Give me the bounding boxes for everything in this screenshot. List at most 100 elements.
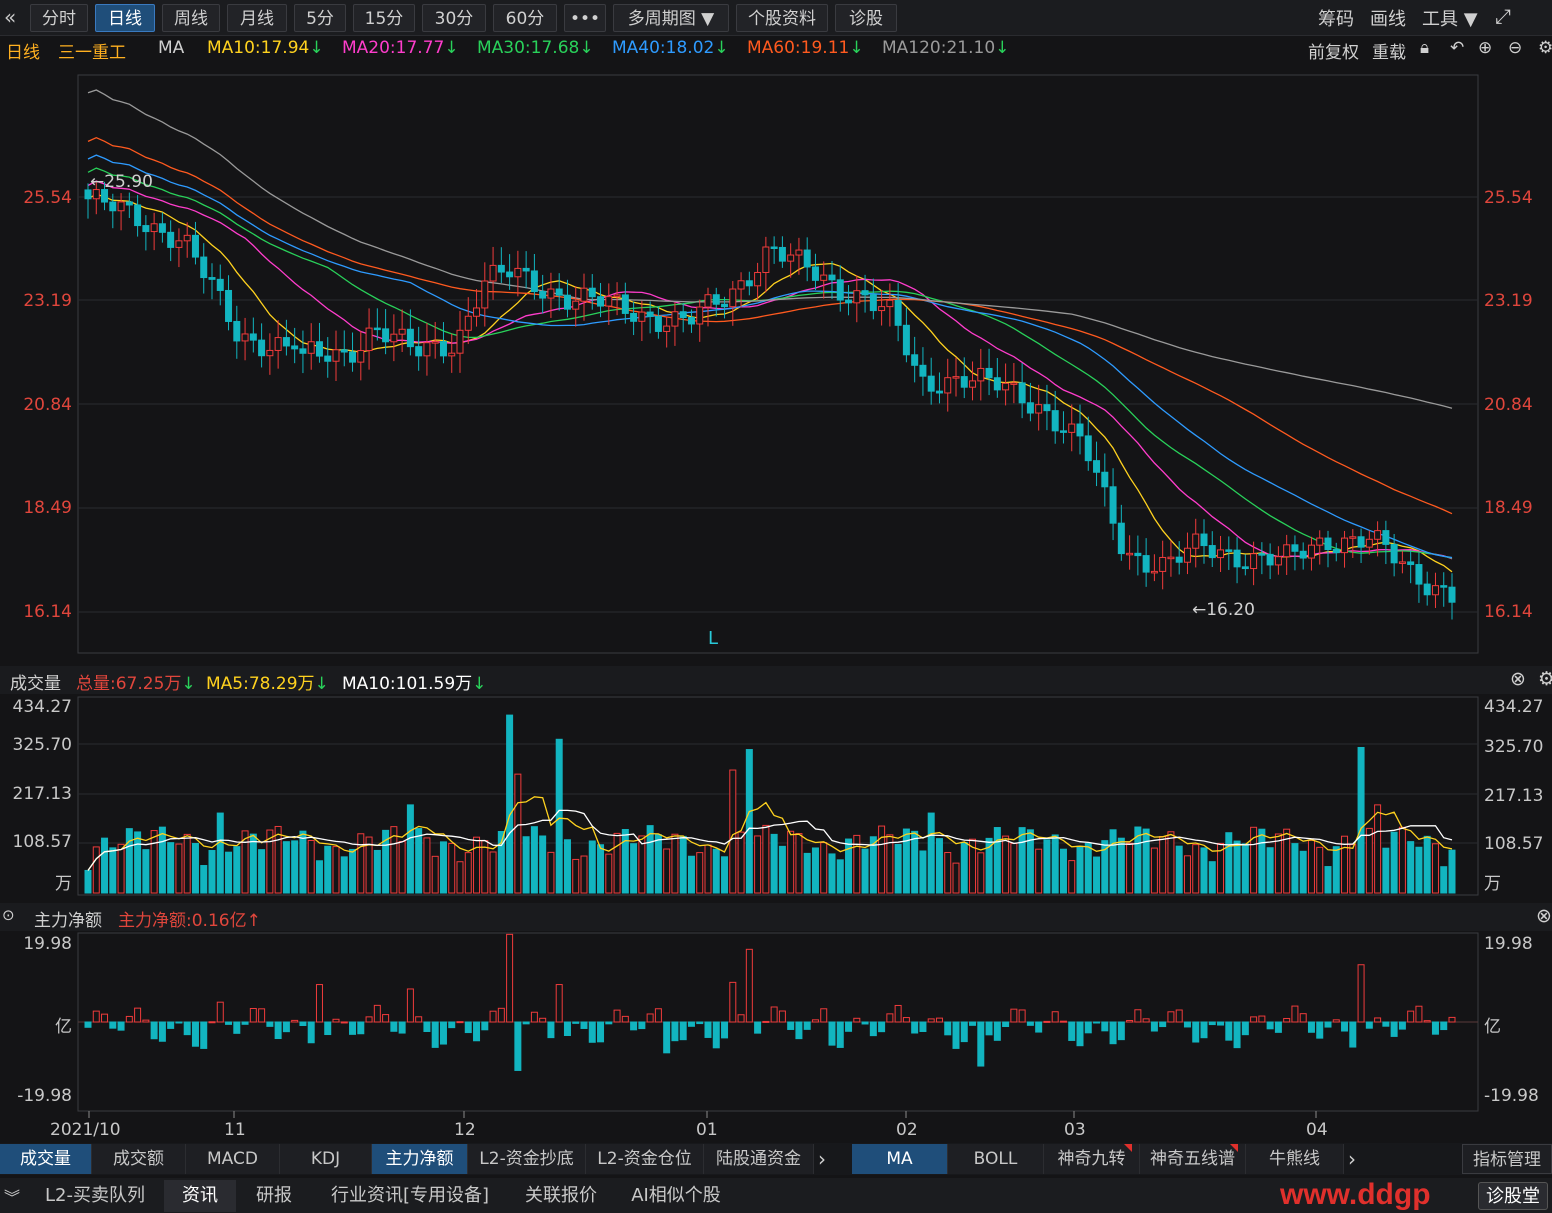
candle-body — [1159, 556, 1167, 572]
candle-body — [861, 290, 869, 296]
netflow-bar — [1117, 1021, 1125, 1041]
close-icon[interactable]: ⊗ — [1510, 668, 1526, 690]
tab-15min[interactable]: 15分 — [353, 4, 415, 32]
candle-body — [1200, 533, 1208, 547]
zoom-in-icon[interactable]: ⊕ — [1478, 38, 1493, 58]
volume-bar — [191, 843, 199, 894]
volume-bar — [1134, 826, 1142, 894]
ma-line — [87, 193, 1453, 573]
tab-macd[interactable]: MACD — [186, 1144, 280, 1174]
volume-bar — [158, 826, 166, 894]
diagnose-button[interactable]: 诊股 — [835, 4, 897, 32]
collapse-icon[interactable]: ⊙ — [2, 906, 15, 924]
settings-icon[interactable]: ⚙ — [1538, 668, 1552, 690]
candle-body — [721, 303, 729, 308]
fullscreen-icon[interactable]: ⤢ — [1495, 4, 1511, 28]
candle-body — [167, 231, 175, 248]
tab-5min[interactable]: 5分 — [294, 4, 346, 32]
lock-icon[interactable]: 🔒︎ — [1420, 38, 1430, 58]
volume-bar — [125, 828, 133, 894]
zoom-out-icon[interactable]: ⊖ — [1508, 38, 1523, 58]
price-tick-left: 23.19 — [23, 291, 72, 311]
close-icon[interactable]: ⊗ — [1536, 905, 1552, 927]
multi-period-dropdown[interactable]: 多周期图 ▼ — [613, 4, 729, 32]
candle-body — [282, 337, 290, 347]
tab-l2-bottom[interactable]: L2-资金抄底 — [468, 1144, 586, 1174]
tab-60min[interactable]: 60分 — [493, 4, 557, 32]
candle-body — [745, 280, 753, 287]
ma40-value: MA40:18.02↓ — [612, 38, 729, 58]
more-periods-button[interactable]: ••• — [564, 4, 606, 32]
volume-bar — [225, 851, 233, 894]
volume-bar — [1250, 826, 1258, 894]
ma-line — [87, 136, 1453, 515]
candle-body — [1175, 556, 1183, 563]
netflow-bar — [1192, 1021, 1200, 1043]
tab-ai-similar[interactable]: AI相似个股 — [631, 1185, 721, 1206]
reload-button[interactable]: 重载 — [1372, 43, 1406, 63]
netflow-bar — [1448, 1016, 1456, 1023]
tab-research[interactable]: 研报 — [256, 1185, 292, 1206]
volume-bar — [1018, 827, 1026, 894]
candle-body — [985, 367, 993, 379]
tab-main-netflow[interactable]: 主力净额 — [372, 1144, 468, 1174]
volume-bar — [117, 843, 125, 894]
tab-volume[interactable]: 成交量 — [0, 1144, 92, 1174]
candle-body — [101, 189, 109, 203]
tab-overlay-ma[interactable]: MA — [852, 1144, 948, 1174]
chips-button[interactable]: 筹码 — [1318, 9, 1354, 30]
netflow-bar — [704, 1021, 712, 1038]
netflow-title[interactable]: 主力净额 — [34, 911, 102, 931]
tab-l2-queue[interactable]: L2-买卖队列 — [45, 1185, 145, 1206]
tab-overlay-five-lines[interactable]: 神奇五线谱 — [1140, 1144, 1246, 1174]
volume-bar — [1357, 746, 1365, 894]
netflow-bar — [1299, 1013, 1307, 1023]
tab-industry-news[interactable]: 行业资讯[专用设备] — [330, 1185, 490, 1206]
tab-overlay-boll[interactable]: BOLL — [948, 1144, 1044, 1174]
netflow-bar — [1175, 1009, 1183, 1023]
netflow-bar — [431, 1021, 439, 1048]
tab-news[interactable]: 资讯 — [164, 1180, 236, 1212]
tab-related-quotes[interactable]: 关联报价 — [525, 1185, 597, 1206]
netflow-bar — [762, 1020, 770, 1023]
indicator-manage-button[interactable]: 指标管理 — [1462, 1144, 1552, 1174]
tab-l2-position[interactable]: L2-资金仓位 — [586, 1144, 704, 1174]
tab-monthly[interactable]: 月线 — [227, 4, 287, 32]
tab-northbound[interactable]: 陆股通资金 — [704, 1144, 814, 1174]
price-panel-border — [77, 74, 1479, 654]
tab-30min[interactable]: 30分 — [422, 4, 486, 32]
volume-title[interactable]: 成交量 — [10, 674, 61, 694]
candle-body — [431, 341, 439, 344]
indicator-name[interactable]: MA — [158, 38, 185, 58]
double-chevron-left-icon[interactable]: « — [4, 5, 17, 29]
chevron-right-icon[interactable]: › — [1348, 1147, 1356, 1171]
tab-intraday[interactable]: 分时 — [30, 4, 88, 32]
volume-tick-left: 108.57 — [12, 832, 72, 852]
volume-tick-right: 325.70 — [1484, 737, 1544, 757]
chevron-right-icon[interactable]: › — [818, 1147, 826, 1171]
tab-daily[interactable]: 日线 — [95, 4, 155, 32]
volume-bar — [1225, 832, 1233, 894]
adjust-forward-button[interactable]: 前复权 — [1308, 43, 1359, 63]
volume-bar — [770, 833, 778, 894]
tab-weekly[interactable]: 周线 — [162, 4, 220, 32]
volume-tick-left: 325.70 — [12, 735, 72, 755]
draw-button[interactable]: 画线 — [1370, 9, 1406, 30]
diagnose-hall-button[interactable]: 诊股堂 — [1478, 1182, 1548, 1210]
netflow-bar — [1307, 1021, 1315, 1033]
tab-overlay-bull-bear[interactable]: 牛熊线 — [1246, 1144, 1344, 1174]
collapse-icon[interactable]: ︾ — [4, 1188, 21, 1207]
undo-icon[interactable]: ↶ — [1450, 38, 1465, 58]
stock-profile-button[interactable]: 个股资料 — [736, 4, 828, 32]
candle-body — [1440, 585, 1448, 588]
netflow-bar — [1126, 1020, 1134, 1023]
volume-bar — [464, 852, 472, 894]
netflow-bar — [1076, 1021, 1084, 1047]
tab-turnover[interactable]: 成交额 — [92, 1144, 186, 1174]
tab-kdj[interactable]: KDJ — [280, 1144, 372, 1174]
netflow-bar — [663, 1021, 671, 1054]
candle-body — [993, 377, 1001, 391]
tools-dropdown[interactable]: 工具 ▼ — [1422, 9, 1478, 30]
settings-icon[interactable]: ⚙ — [1538, 38, 1552, 58]
